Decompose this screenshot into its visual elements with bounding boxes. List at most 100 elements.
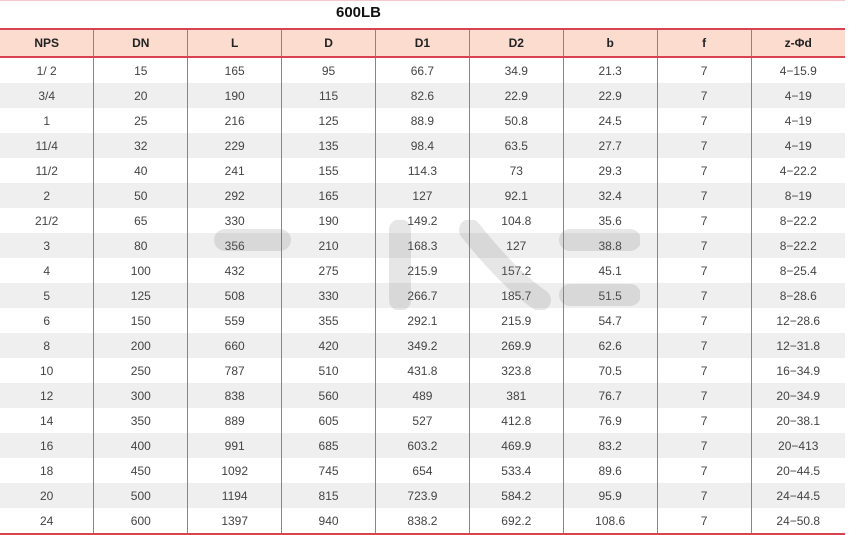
table-row: 3 80 356 210 168.3 127 38.8 7 8−22.2 — [0, 233, 845, 258]
table-cell: 330 — [281, 283, 376, 308]
table-cell: 22.9 — [562, 83, 658, 108]
table-cell: 34.9 — [468, 57, 564, 83]
table-cell: 100 — [93, 258, 188, 283]
table-cell: 940 — [281, 508, 376, 535]
table-cell: 24.5 — [562, 108, 658, 133]
table-cell: 76.9 — [562, 408, 658, 433]
table-cell: 8−25.4 — [750, 258, 845, 283]
table-cell: 89.6 — [562, 458, 658, 483]
table-cell: 7 — [656, 383, 751, 408]
table-cell: 190 — [281, 208, 376, 233]
table-cell: 14 — [40, 413, 54, 428]
table-cell: 1/ 2 — [36, 63, 57, 78]
table-cell: 991 — [187, 433, 282, 458]
table-cell: 216 — [187, 108, 282, 133]
table-row: 12 300 838 560 489 381 76.7 7 20−34.9 — [0, 383, 845, 408]
table-row: 14 350 889 605 527 412.8 76.9 7 20−38.1 — [0, 408, 845, 433]
table-cell: 51.5 — [562, 283, 658, 308]
table-cell: 18 — [40, 463, 54, 478]
table-cell: 2 — [0, 183, 94, 208]
table-row: 3/4 20 190 115 82.6 22.9 22.9 7 4−19 — [0, 83, 845, 108]
table-cell: 25 — [93, 108, 188, 133]
table-cell: 165 — [187, 57, 282, 83]
table-cell: 1 — [43, 113, 51, 128]
table-cell: 787 — [187, 358, 282, 383]
table-cell: 400 — [93, 433, 188, 458]
table-cell: 20−34.9 — [750, 383, 845, 408]
table-cell: 8−19 — [750, 183, 845, 208]
table-cell: 66.7 — [375, 57, 470, 83]
table-cell: 323.8 — [468, 358, 564, 383]
column-header: f — [656, 28, 751, 58]
table-cell: 200 — [93, 333, 188, 358]
table-cell: 7 — [656, 258, 751, 283]
table-cell: 469.9 — [468, 433, 564, 458]
table-row: 16 400 991 685 603.2 469.9 83.2 7 20−413 — [0, 433, 845, 458]
table-cell: 350 — [93, 408, 188, 433]
table-cell: 70.5 — [562, 358, 658, 383]
table-cell: 215.9 — [468, 308, 564, 333]
header-row: NPS DN L D D1 D2 b f z-Φd — [0, 28, 845, 58]
table-cell: 355 — [281, 308, 376, 333]
table-cell: 125 — [93, 283, 188, 308]
column-header: NPS — [0, 28, 94, 58]
table-cell: 108.6 — [562, 508, 658, 535]
table-cell: 20−38.1 — [750, 408, 845, 433]
table-cell: 16−34.9 — [750, 358, 845, 383]
table-cell: 815 — [281, 483, 376, 508]
table-cell: 150 — [93, 308, 188, 333]
table-cell: 135 — [281, 133, 376, 158]
table-cell: 127 — [468, 233, 564, 258]
table-cell: 127 — [375, 183, 470, 208]
table-title: 600LB — [0, 4, 845, 21]
table-cell: 508 — [187, 283, 282, 308]
table-cell: 432 — [187, 258, 282, 283]
table-cell: 82.6 — [375, 83, 470, 108]
table-cell: 20−413 — [750, 433, 845, 458]
table-cell: 7 — [656, 108, 751, 133]
table-cell: 50.8 — [468, 108, 564, 133]
table-cell: 5 — [0, 283, 94, 308]
table-cell: 10 — [40, 363, 54, 378]
table-cell: 7 — [656, 308, 751, 333]
table-cell: 603.2 — [375, 433, 470, 458]
table-cell: 349.2 — [375, 333, 470, 358]
table-cell: 7 — [656, 83, 751, 108]
table-cell: 7 — [656, 508, 751, 535]
table-row: 8 200 660 420 349.2 269.9 62.6 7 12−31.8 — [0, 333, 845, 358]
table-cell: 745 — [281, 458, 376, 483]
table-cell: 7 — [656, 483, 751, 508]
table-cell: 54.7 — [562, 308, 658, 333]
table-cell: 420 — [281, 333, 376, 358]
table-body: 1/ 2 15 165 95 66.7 34.9 21.3 7 4−15.9 3/4 20 190 11… — [0, 57, 845, 535]
table-cell: 330 — [187, 208, 282, 233]
table-cell: 7 — [656, 158, 751, 183]
table-cell: 22.9 — [468, 83, 564, 108]
table-cell: 889 — [187, 408, 282, 433]
table-cell: 11/4 — [0, 133, 94, 158]
table-cell: 241 — [187, 158, 282, 183]
table-cell: 838 — [187, 383, 282, 408]
table-cell: 11/2 — [35, 163, 58, 178]
table-cell: 12 — [0, 383, 94, 408]
table-cell: 1194 — [187, 483, 282, 508]
table-cell: 3 — [0, 233, 94, 258]
table-cell: 7 — [656, 183, 751, 208]
table-row: 24 600 1397 940 838.2 692.2 108.6 7 24−50.8 — [0, 508, 845, 535]
table-cell: 63.5 — [468, 133, 564, 158]
table-cell: 431.8 — [375, 358, 470, 383]
table-cell: 292 — [187, 183, 282, 208]
table-cell: 450 — [93, 458, 188, 483]
table-cell: 8−22.2 — [750, 208, 845, 233]
table-cell: 215.9 — [375, 258, 470, 283]
table-cell: 527 — [375, 408, 470, 433]
table-cell: 73 — [468, 158, 564, 183]
table-cell: 7 — [656, 208, 751, 233]
table-cell: 605 — [281, 408, 376, 433]
table-cell: 600 — [93, 508, 188, 535]
table-cell: 4−19 — [750, 83, 845, 108]
column-header: b — [562, 28, 658, 58]
table-cell: 8−22.2 — [750, 233, 845, 258]
table-row: 5 125 508 330 266.7 185.7 51.5 7 8−28.6 — [0, 283, 845, 308]
table-cell: 489 — [375, 383, 470, 408]
